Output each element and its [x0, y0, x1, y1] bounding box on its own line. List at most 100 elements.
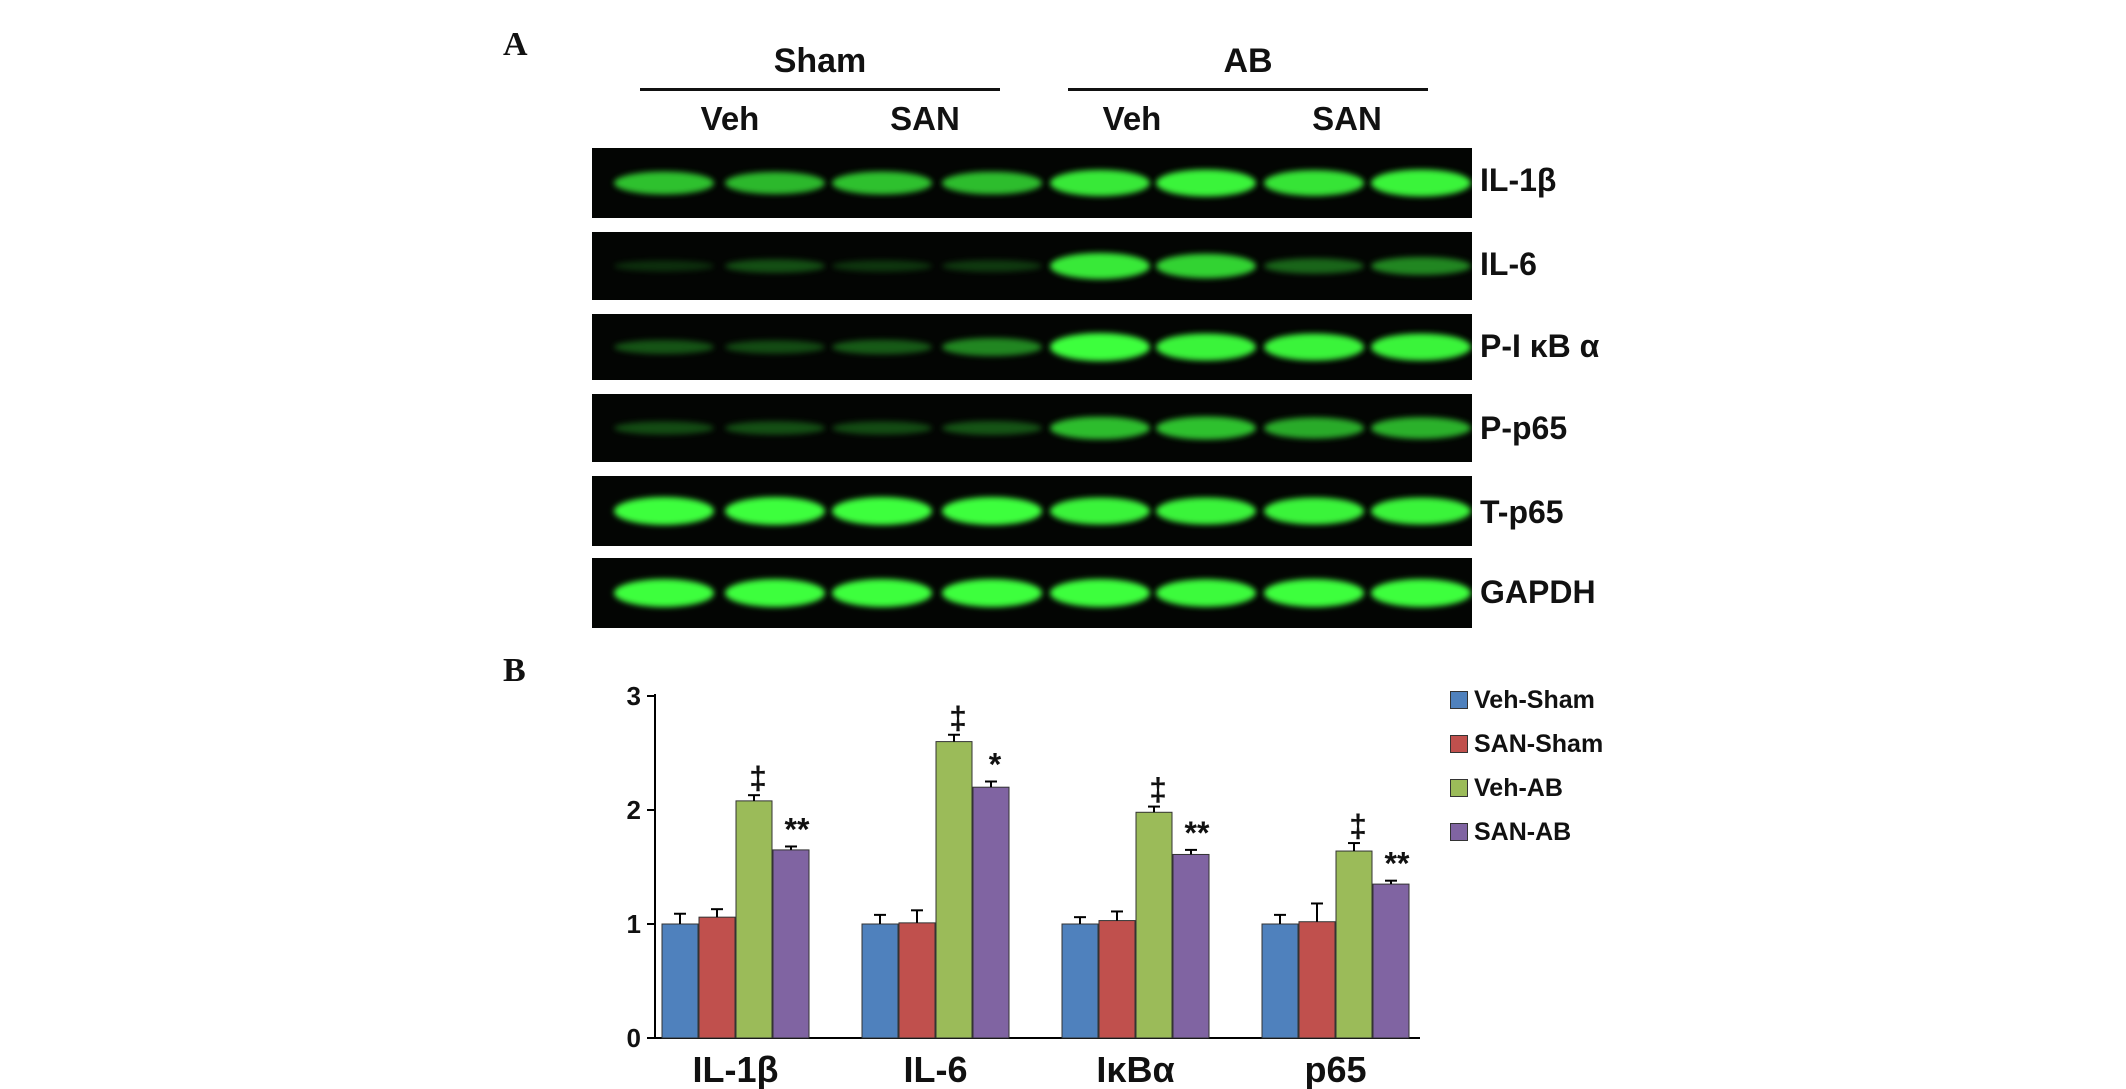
panel-label-a: A: [503, 26, 528, 63]
blot-band: [1050, 333, 1150, 361]
legend-swatch: [1450, 779, 1468, 797]
bar: [972, 786, 1010, 1039]
blot-band: [614, 260, 714, 272]
blot-band: [1050, 579, 1150, 607]
blot-band: [942, 579, 1042, 607]
significance-marker: *: [989, 747, 1002, 783]
group-line-ab: [1068, 88, 1428, 91]
legend-label: SAN-AB: [1474, 817, 1572, 846]
x-tick-label: IL-1β: [693, 1049, 779, 1089]
blot-band: [614, 579, 714, 607]
blot-band: [1156, 579, 1256, 607]
blot-band: [614, 497, 714, 525]
blot-band: [942, 337, 1042, 357]
blot-band: [1156, 497, 1256, 525]
blot-band: [1371, 417, 1471, 439]
y-tick-label: 3: [627, 681, 641, 711]
blot-band: [1264, 258, 1364, 274]
legend-swatch: [1450, 823, 1468, 841]
group-label-sham: Sham: [773, 42, 867, 80]
bar: [1172, 853, 1210, 1039]
protein-label-t-p65: T-p65: [1480, 494, 1564, 530]
legend-swatch: [1450, 735, 1468, 753]
blot-strip-il1b: [592, 148, 1472, 218]
blot-band: [1371, 169, 1471, 197]
blot-band: [1156, 416, 1256, 440]
group-label-ab: AB: [1223, 42, 1273, 80]
blot-band: [1156, 169, 1256, 197]
lane-label-ab-veh: Veh: [1102, 100, 1162, 137]
legend-item-san-sham: SAN-Sham: [1450, 722, 1603, 766]
protein-label-p-p65: P-p65: [1480, 410, 1568, 446]
blot-band: [725, 171, 825, 195]
bar: [1098, 920, 1136, 1039]
bar: [1135, 811, 1173, 1039]
y-tick-label: 0: [627, 1023, 641, 1053]
blot-strip-p-ikba: [592, 314, 1472, 380]
bar: [861, 923, 899, 1039]
significance-marker: ‡: [949, 700, 967, 736]
blot-band: [1371, 497, 1471, 525]
protein-label-gapdh: GAPDH: [1480, 574, 1596, 610]
legend-label: Veh-Sham: [1474, 685, 1595, 714]
significance-marker: ‡: [1149, 772, 1167, 808]
blot-band: [1050, 169, 1150, 197]
blot-band: [1050, 252, 1150, 280]
significance-marker: **: [1385, 846, 1410, 882]
blot-strip-p-p65: [592, 394, 1472, 462]
blot-band: [1050, 497, 1150, 525]
bar: [1298, 921, 1336, 1039]
blot-band: [1156, 333, 1256, 361]
bar: [1335, 850, 1373, 1039]
blot-band: [614, 171, 714, 195]
blot-band: [725, 259, 825, 273]
protein-label-p-ikba: P-I κB α: [1480, 328, 1600, 364]
lane-label-sham-veh: Veh: [700, 100, 760, 137]
blot-band: [832, 497, 932, 525]
blot-band: [725, 421, 825, 435]
blot-band: [1156, 253, 1256, 279]
blot-band: [832, 339, 932, 355]
blot-band: [1264, 417, 1364, 439]
bar: [772, 849, 810, 1039]
blot-band: [614, 421, 714, 435]
blot-band: [942, 421, 1042, 435]
legend-label: SAN-Sham: [1474, 729, 1604, 758]
blot-band: [1264, 170, 1364, 196]
y-tick-label: 2: [627, 795, 641, 825]
lane-label-sham-san: SAN: [890, 100, 960, 137]
protein-label-il1b: IL-1β: [1480, 162, 1557, 198]
blot-strip-t-p65: [592, 476, 1472, 546]
legend-label: Veh-AB: [1474, 773, 1563, 802]
blot-band: [942, 497, 1042, 525]
lane-label-ab-san: SAN: [1312, 100, 1382, 137]
blot-band: [1050, 416, 1150, 440]
legend-swatch: [1450, 691, 1468, 709]
blot-band: [1371, 333, 1471, 361]
blot-strip-gapdh: [592, 558, 1472, 628]
bar: [698, 916, 736, 1039]
blot-band: [725, 497, 825, 525]
blot-band: [942, 171, 1042, 195]
legend-item-veh-sham: Veh-Sham: [1450, 678, 1603, 722]
blot-band: [1264, 579, 1364, 607]
blot-band: [1371, 579, 1471, 607]
blot-strip-il6: [592, 232, 1472, 300]
significance-marker: ‡: [749, 760, 767, 796]
legend-item-san-ab: SAN-AB: [1450, 810, 1603, 854]
significance-marker: **: [1185, 815, 1210, 851]
x-tick-label: IL-6: [903, 1049, 967, 1089]
group-line-sham: [640, 88, 1000, 91]
blot-band: [1264, 333, 1364, 361]
y-tick-label: 1: [627, 909, 641, 939]
blot-band: [614, 340, 714, 354]
blot-band: [1264, 497, 1364, 525]
bar: [735, 800, 773, 1039]
bar: [1261, 923, 1299, 1039]
blot-band: [942, 260, 1042, 272]
bar: [1061, 923, 1099, 1039]
blot-band: [1371, 256, 1471, 276]
bar: [1372, 883, 1410, 1039]
blot-band: [832, 260, 932, 272]
